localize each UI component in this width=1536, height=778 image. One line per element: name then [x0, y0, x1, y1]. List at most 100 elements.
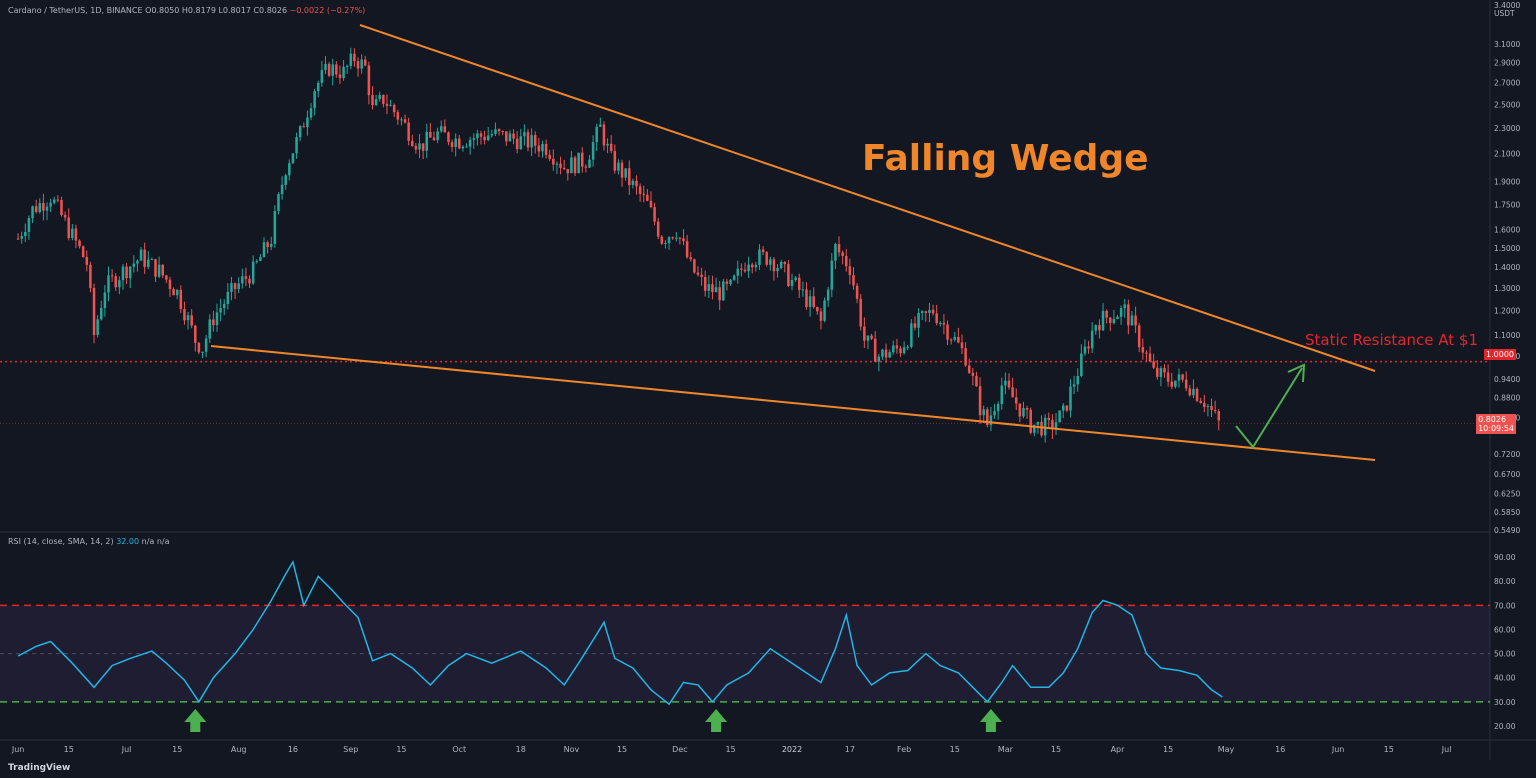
candle-body — [1007, 380, 1011, 388]
candle-body — [371, 95, 374, 106]
candle-body — [1134, 315, 1137, 326]
price-tick-label: 0.5850 — [1494, 508, 1520, 517]
candle-body — [747, 264, 750, 272]
candle-body — [273, 210, 277, 244]
rsi-tick-label: 20.00 — [1494, 722, 1516, 731]
candle-body — [805, 289, 808, 307]
candle-body — [769, 259, 772, 265]
candle-body — [573, 157, 577, 174]
candle-body — [580, 152, 584, 167]
candle-body — [1206, 405, 1210, 407]
candle-body — [1014, 397, 1018, 404]
candle-body — [1105, 310, 1108, 318]
candle-body — [873, 338, 877, 362]
candle-body — [635, 180, 638, 187]
rsi-line — [17, 559, 1223, 706]
candle-body — [863, 326, 866, 341]
candle-body — [881, 349, 884, 357]
candle-body — [421, 143, 425, 151]
time-tick-label: 15 — [725, 745, 735, 754]
time-tick-label: 15 — [172, 745, 182, 754]
candle-body — [982, 409, 985, 416]
candle-body — [826, 289, 830, 301]
candle-body — [682, 238, 685, 242]
candle-body — [935, 313, 938, 324]
candle-body — [436, 131, 439, 141]
candle-body — [761, 249, 765, 253]
candle-body — [1130, 315, 1134, 326]
candle-body — [335, 64, 338, 75]
candle-body — [110, 275, 114, 277]
candle-body — [49, 202, 52, 207]
candle-body — [1195, 388, 1199, 401]
candle-body — [732, 275, 736, 280]
candle-body — [280, 184, 284, 195]
candle-body — [1061, 405, 1065, 411]
candle-body — [175, 289, 179, 296]
candle-body — [320, 70, 324, 83]
candle-body — [248, 278, 251, 284]
candle-body — [646, 194, 649, 201]
candle-body — [204, 338, 208, 352]
candle-body — [544, 143, 548, 155]
candle-body — [729, 279, 732, 284]
candle-body — [56, 199, 60, 201]
candle-body — [707, 284, 711, 291]
time-tick-label: Jul — [121, 745, 132, 754]
time-tick-label: 15 — [617, 745, 627, 754]
price-tick-label: 1.1000 — [1494, 331, 1520, 340]
candle-body — [913, 323, 917, 328]
candle-body — [1159, 368, 1163, 377]
candle-body — [1101, 310, 1105, 331]
candle-body — [309, 108, 313, 118]
candle-body — [251, 261, 255, 284]
candle-body — [685, 241, 689, 258]
time-tick-label: 16 — [1275, 745, 1285, 754]
candle-body — [1152, 361, 1155, 368]
rsi-na-2: n/a — [156, 537, 170, 546]
candle-body — [295, 137, 298, 154]
rsi-tick-label: 70.00 — [1494, 601, 1516, 610]
candle-body — [121, 266, 125, 281]
candle-body — [67, 217, 70, 239]
candle-body — [208, 319, 212, 339]
candle-body — [34, 206, 38, 213]
rsi-tick-label: 60.00 — [1494, 625, 1516, 634]
candle-body — [81, 246, 85, 258]
candle-body — [559, 163, 562, 168]
candle-body — [89, 264, 92, 288]
candle-body — [327, 63, 331, 76]
ohlc-high: H0.8179 — [181, 6, 216, 15]
candle-body — [364, 59, 367, 66]
rsi-na-1: n/a — [141, 537, 155, 546]
candle-body — [852, 275, 855, 286]
candle-body — [552, 158, 555, 165]
candle-body — [638, 186, 642, 194]
candle-body — [613, 151, 617, 171]
candle-body — [374, 99, 378, 106]
candle-body — [342, 66, 345, 79]
candle-body — [443, 126, 447, 133]
candle-body — [96, 319, 99, 335]
candle-body — [711, 284, 714, 293]
candle-body — [197, 342, 201, 353]
candle-body — [794, 277, 797, 280]
candle-body — [501, 131, 504, 133]
candle-body — [816, 306, 819, 312]
candle-body — [284, 175, 287, 185]
candle-body — [306, 117, 309, 128]
candle-body — [750, 264, 754, 268]
candle-body — [42, 202, 45, 211]
static-resistance-label: Static Resistance At $1 — [1305, 331, 1478, 349]
candle-body — [1145, 352, 1148, 354]
oversold-arrow-icon — [979, 709, 1002, 732]
lower-wedge-line — [210, 345, 1376, 461]
candle-body — [161, 264, 165, 276]
candle-body — [1127, 304, 1130, 326]
candle-body — [349, 53, 353, 66]
candle-body — [1000, 385, 1004, 404]
candle-body — [74, 228, 78, 241]
price-tick-label: 1.5000 — [1494, 244, 1520, 253]
